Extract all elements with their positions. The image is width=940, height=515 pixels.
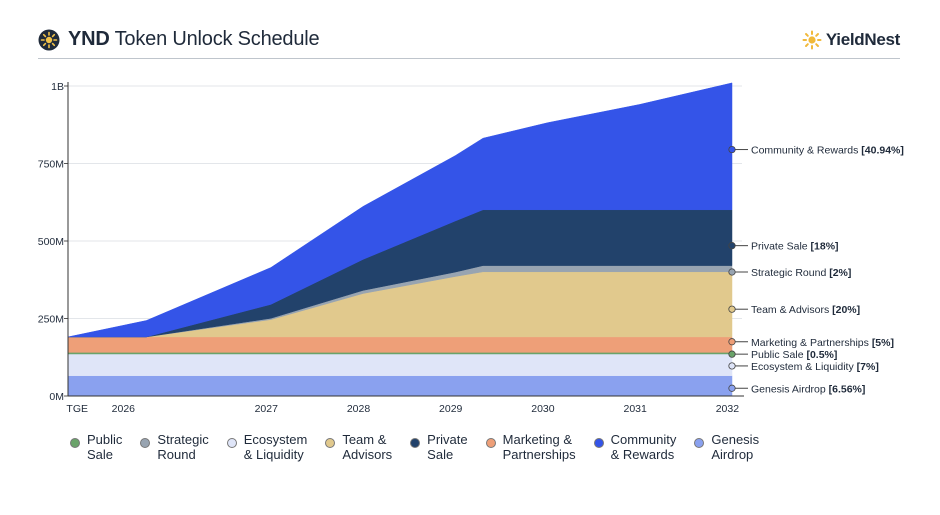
legend-swatch bbox=[410, 438, 421, 448]
y-tick-label: 500M bbox=[38, 236, 64, 248]
unlock-chart: 0M 250M 500M 750M 1B TGE 2026 2027 2028 2029 2030 2… bbox=[38, 81, 904, 415]
y-tick-label: 750M bbox=[38, 159, 64, 171]
x-tick-label: 2031 bbox=[623, 403, 647, 415]
annotation-label: Ecosystem & Liquidity [7%] bbox=[751, 361, 879, 373]
legend-item: Genesis Airdrop bbox=[694, 432, 759, 462]
x-tick-label: 2032 bbox=[716, 403, 740, 415]
x-tick-label: 2027 bbox=[255, 403, 279, 415]
annotation-marker bbox=[728, 338, 736, 346]
title-group: YND Token Unlock Schedule bbox=[38, 28, 320, 51]
legend-item: Marketing & Partnerships bbox=[485, 432, 576, 462]
annotation-pct: [0.5%] bbox=[806, 349, 837, 361]
header: YND Token Unlock Schedule YieldNest bbox=[38, 28, 900, 56]
area-marketing-partnerships bbox=[67, 336, 733, 353]
y-tick-label: 250M bbox=[38, 314, 64, 326]
page-title: YND Token Unlock Schedule bbox=[68, 28, 320, 51]
legend-label: Community & Rewards bbox=[610, 432, 677, 462]
annotation-label: Private Sale [18%] bbox=[751, 241, 839, 253]
annotation-pct: [40.94%] bbox=[861, 145, 904, 157]
legend-label: Marketing & Partnerships bbox=[502, 432, 576, 462]
legend-label: Private Sale bbox=[427, 432, 468, 462]
annotation-marker bbox=[728, 362, 736, 370]
annotation-marker bbox=[728, 145, 736, 154]
title-token: YND bbox=[68, 28, 110, 50]
annotation-label: Public Sale [0.5%] bbox=[751, 349, 837, 361]
x-tick-label: 2029 bbox=[439, 403, 463, 415]
annotation-marker bbox=[728, 242, 736, 250]
brand-sun-icon bbox=[802, 30, 822, 50]
sun-icon bbox=[38, 29, 60, 50]
area-genesis-airdrop bbox=[67, 375, 733, 397]
legend-item: Ecosystem & Liquidity bbox=[226, 432, 308, 462]
title-text: Token Unlock Schedule bbox=[109, 28, 320, 50]
legend-label: Team & Advisors bbox=[342, 432, 393, 462]
annotation-pct: [6.56%] bbox=[829, 383, 866, 395]
legend-item: Private Sale bbox=[410, 432, 468, 462]
legend-label: Ecosystem & Liquidity bbox=[243, 432, 308, 462]
x-tick-label: TGE bbox=[66, 403, 88, 415]
annotation-pct: [2%] bbox=[829, 267, 851, 279]
legend-swatch bbox=[140, 438, 151, 448]
annotation-marker bbox=[728, 305, 736, 313]
brand-name: YieldNest bbox=[825, 30, 900, 49]
annotation-marker bbox=[728, 268, 736, 276]
legend-swatch bbox=[226, 438, 237, 448]
legend-swatch bbox=[70, 438, 80, 448]
annotation-label: Community & Rewards [40.94%] bbox=[751, 145, 904, 157]
legend-swatch bbox=[485, 438, 496, 448]
annotation-pct: [7%] bbox=[857, 361, 879, 373]
x-tick-label: 2030 bbox=[531, 403, 555, 415]
legend-item: Strategic Round bbox=[140, 432, 209, 462]
annotation-marker bbox=[728, 384, 736, 392]
x-tick-label: 2028 bbox=[347, 403, 371, 415]
x-tick-label: 2026 bbox=[112, 403, 136, 415]
header-divider bbox=[38, 58, 900, 59]
y-tick-label: 0M bbox=[49, 391, 64, 403]
brand: YieldNest bbox=[802, 30, 900, 50]
legend-label: Public Sale bbox=[87, 432, 123, 462]
legend-label: Strategic Round bbox=[157, 432, 209, 462]
annotation-marker bbox=[728, 350, 736, 358]
annotation-pct: [5%] bbox=[872, 337, 894, 349]
legend-swatch bbox=[325, 438, 336, 448]
annotation-pct: [20%] bbox=[832, 304, 860, 316]
annotation-pct: [18%] bbox=[811, 241, 839, 253]
legend-item: Community & Rewards bbox=[593, 432, 677, 462]
annotation-label: Genesis Airdrop [6.56%] bbox=[751, 383, 865, 395]
legend-label: Genesis Airdrop bbox=[711, 432, 760, 462]
annotation-label: Marketing & Partnerships [5%] bbox=[751, 337, 894, 349]
annotation-label: Team & Advisors [20%] bbox=[751, 304, 860, 316]
area-ecosystem-liquidity bbox=[67, 353, 733, 376]
legend-item: Public Sale bbox=[70, 432, 122, 462]
legend-swatch bbox=[694, 438, 705, 448]
y-tick-label: 1B bbox=[51, 81, 64, 93]
annotation-label: Strategic Round [2%] bbox=[751, 267, 851, 279]
legend-item: Team & Advisors bbox=[325, 432, 392, 462]
legend-swatch bbox=[593, 438, 604, 448]
legend: Public Sale Strategic Round Ecosystem & Li… bbox=[70, 432, 777, 462]
